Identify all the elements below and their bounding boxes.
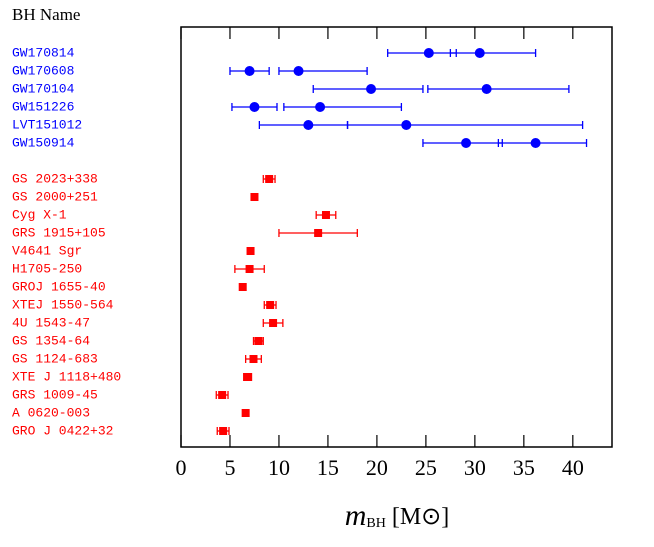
row-label: GS 2023+338 [12,171,98,186]
row-label: GW151226 [12,99,74,114]
point [254,337,263,345]
x-label-symbol: m [345,499,367,532]
x-tick-label: 25 [415,455,437,480]
row-label: V4641 Sgr [12,243,82,258]
point [481,84,492,94]
row-label: GW170814 [12,45,75,60]
point [321,211,330,219]
point [241,409,250,417]
point [293,66,304,76]
point [366,84,377,94]
x-tick-label: 20 [366,455,388,480]
point [461,138,472,148]
point [266,301,275,309]
row-label: XTE J 1118+480 [12,369,121,384]
x-tick-label: 30 [464,455,486,480]
chart-title: BH Name [12,5,80,24]
point [249,355,258,363]
point [243,373,252,381]
point [474,48,485,58]
row-label: 4U 1543-47 [12,315,90,330]
x-tick-label: 5 [224,455,235,480]
row-label: GS 1354-64 [12,333,90,348]
row-label: Cyg X-1 [12,207,67,222]
point [245,265,254,273]
row-label: XTEJ 1550-564 [12,297,114,312]
row-label: GRO J 0422+32 [12,423,113,438]
row-label: LVT151012 [12,117,82,132]
row-label: GRS 1915+105 [12,225,106,240]
point [423,48,434,58]
point [314,229,323,237]
row-label: H1705-250 [12,261,82,276]
point [218,391,227,399]
point [244,66,255,76]
point [219,427,228,435]
point [250,193,259,201]
row-label: GROJ 1655-40 [12,279,106,294]
x-label-subscript: BH [366,516,385,531]
x-tick-label: 40 [562,455,584,480]
x-tick-label: 10 [268,455,290,480]
point [401,120,412,130]
point [246,247,255,255]
row-label: GW170104 [12,81,75,96]
point [530,138,541,148]
row-label: GS 2000+251 [12,189,98,204]
point [249,102,260,112]
row-label: GW150914 [12,135,75,150]
point [269,319,278,327]
point [303,120,314,130]
x-tick-label: 15 [317,455,339,480]
point [265,175,274,183]
plot-frame [180,26,613,448]
point [238,283,247,291]
x-tick-label: 35 [513,455,535,480]
row-label: GS 1124-683 [12,351,98,366]
x-label-unit: [M⊙] [392,504,449,530]
x-axis-label: mBH [M⊙] [345,499,450,532]
row-label: A 0620-003 [12,405,90,420]
point [315,102,326,112]
row-label: GRS 1009-45 [12,387,98,402]
x-tick-label: 0 [176,455,187,480]
row-label: GW170608 [12,63,74,78]
